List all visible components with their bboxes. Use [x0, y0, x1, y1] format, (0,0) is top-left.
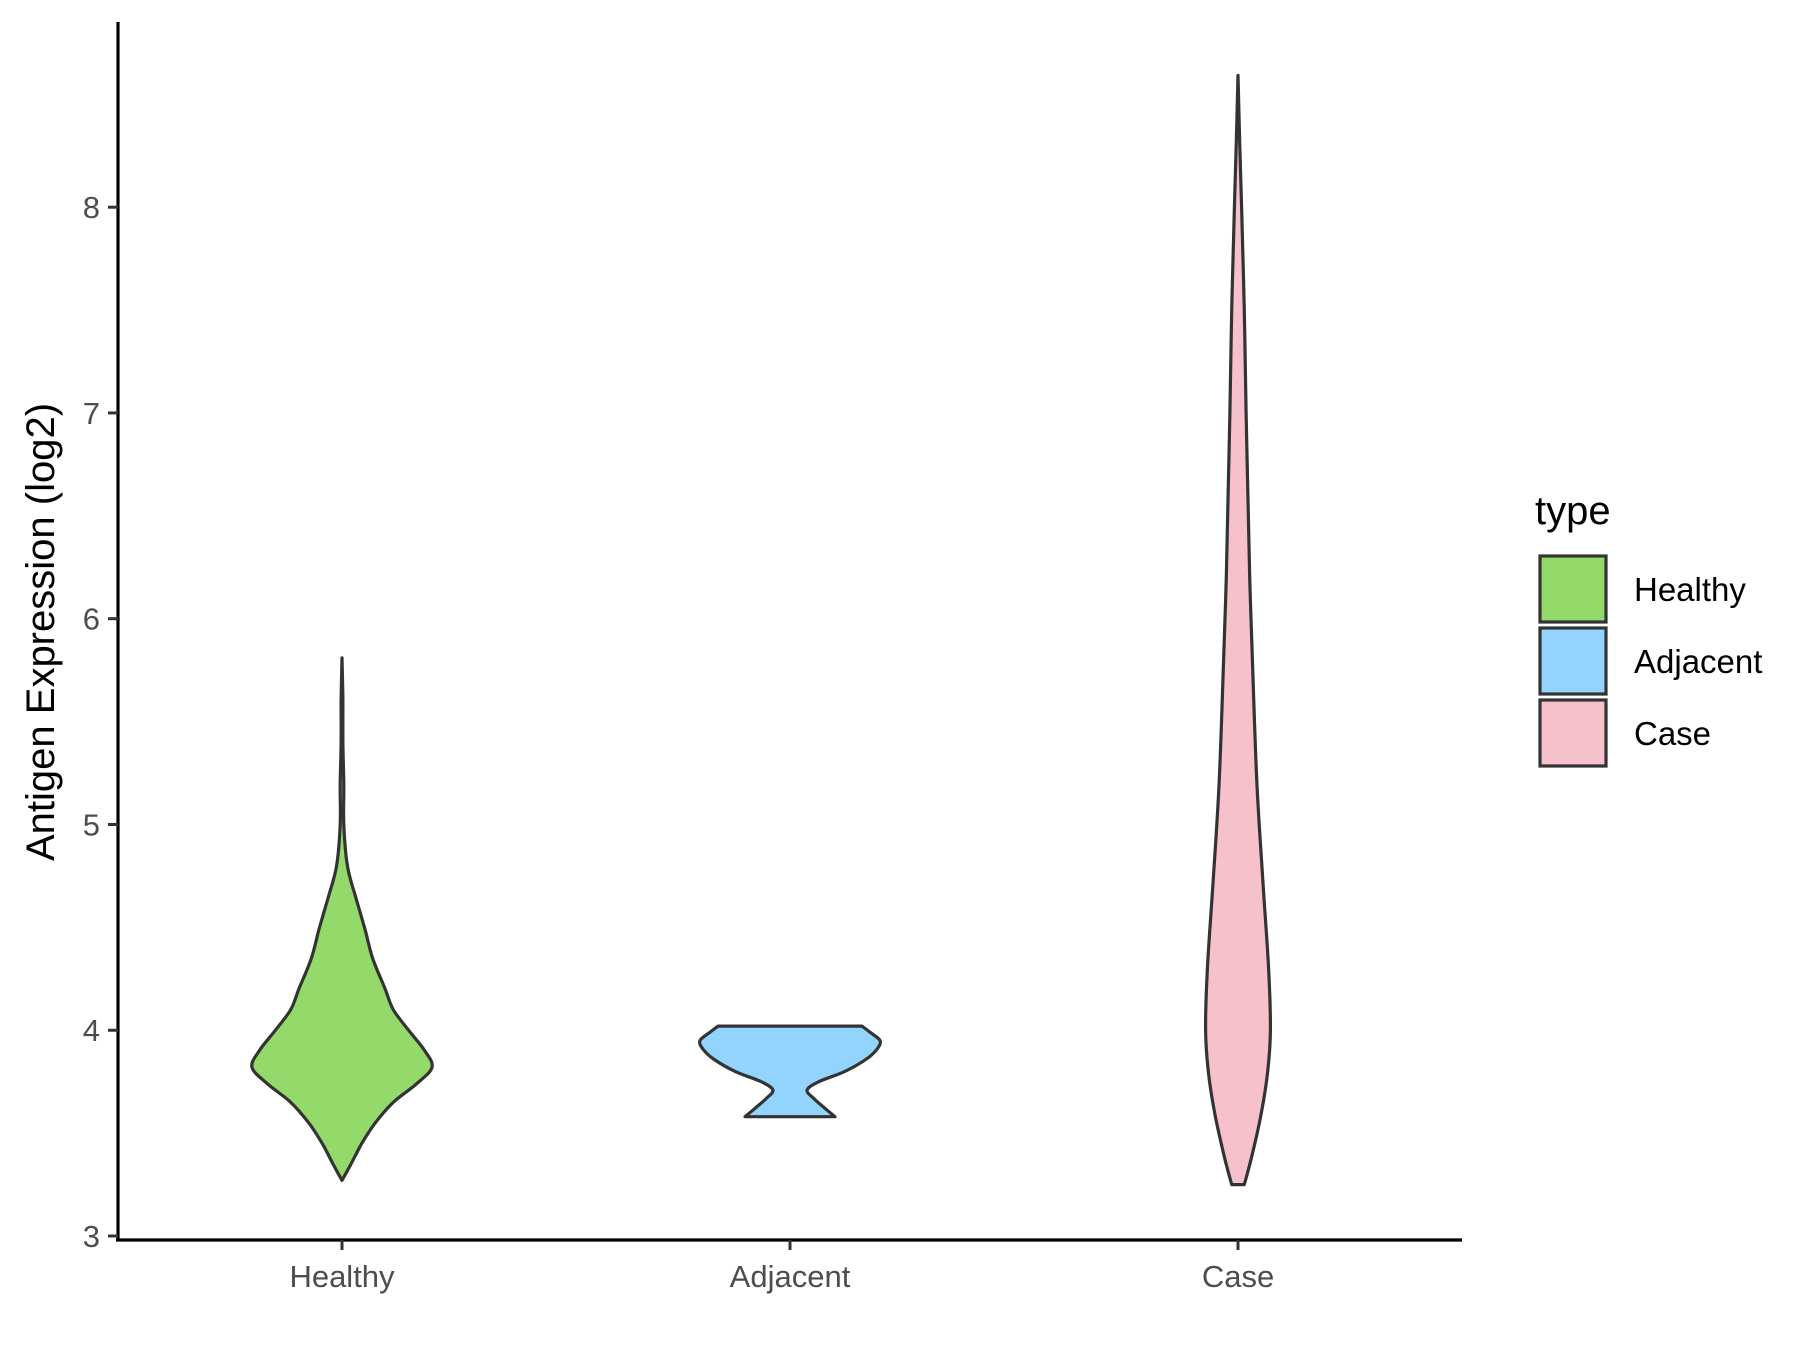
x-ticks: Healthy Adjacent Case: [289, 1240, 1274, 1294]
x-tick-label: Case: [1202, 1259, 1274, 1294]
legend-title: type: [1535, 489, 1611, 533]
legend: type Healthy Adjacent Case: [1535, 489, 1762, 768]
violin-layer: [250, 73, 1273, 1187]
violin-adjacent: [698, 1024, 882, 1119]
x-tick-label: Healthy: [289, 1259, 395, 1294]
y-tick-label: 4: [83, 1013, 100, 1048]
y-tick-label: 8: [83, 190, 100, 225]
legend-label-adjacent: Adjacent: [1634, 643, 1762, 680]
y-tick-label: 7: [83, 396, 100, 431]
violin-case: [1203, 73, 1273, 1187]
violin-healthy: [250, 656, 434, 1182]
legend-items: Healthy Adjacent Case: [1538, 554, 1762, 768]
legend-swatch-healthy: [1538, 554, 1608, 624]
y-axis-title: Antigen Expression (log2): [19, 403, 63, 861]
y-tick-label: 6: [83, 602, 100, 637]
x-tick-label: Adjacent: [730, 1259, 851, 1294]
legend-swatch-case: [1538, 698, 1608, 768]
y-ticks: 3 4 5 6 7 8: [83, 190, 118, 1254]
y-tick-label: 5: [83, 807, 100, 842]
legend-swatch-adjacent: [1538, 626, 1608, 696]
legend-label-case: Case: [1634, 715, 1711, 752]
y-tick-label: 3: [83, 1219, 100, 1254]
legend-label-healthy: Healthy: [1634, 571, 1746, 608]
